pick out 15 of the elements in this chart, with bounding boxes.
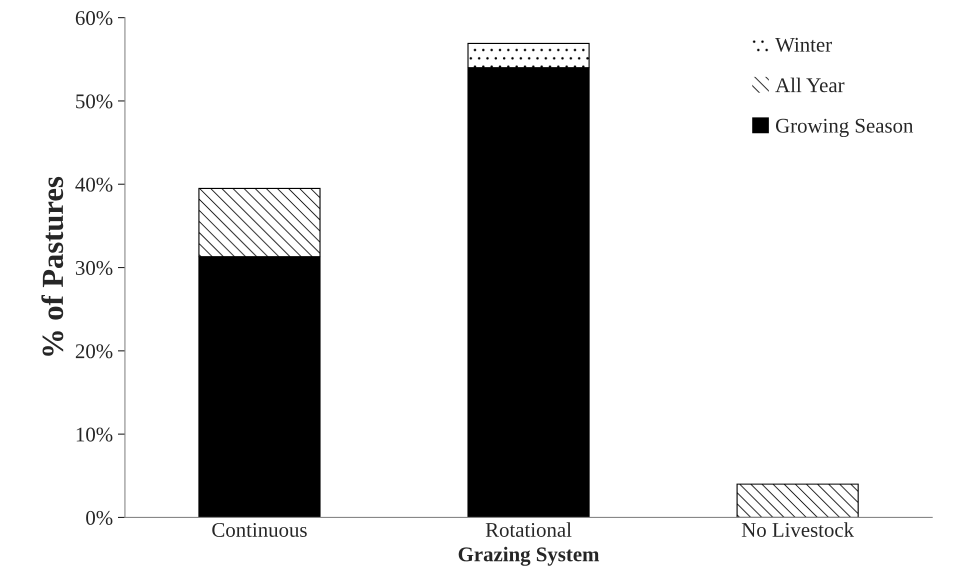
y-tick-label: 0% xyxy=(86,510,112,525)
y-axis-title: % of Pastures xyxy=(41,176,64,356)
y-tick-label: 50% xyxy=(76,94,112,108)
y-tick-label: 20% xyxy=(76,344,112,358)
legend-label: Growing Season xyxy=(776,118,914,138)
x-tick-label: No Livestock xyxy=(742,522,854,537)
x-tick-label: Continuous xyxy=(212,522,307,537)
y-tick-label: 40% xyxy=(75,178,112,192)
x-axis-title: Grazing System xyxy=(458,546,600,566)
legend-label: Winter xyxy=(775,38,832,52)
x-tick-label: Rotational xyxy=(486,522,572,537)
legend-label: All Year xyxy=(775,78,844,92)
y-tick-label: 10% xyxy=(76,428,112,442)
y-tick-label: 60% xyxy=(76,11,112,26)
y-tick-label: 30% xyxy=(76,260,112,276)
